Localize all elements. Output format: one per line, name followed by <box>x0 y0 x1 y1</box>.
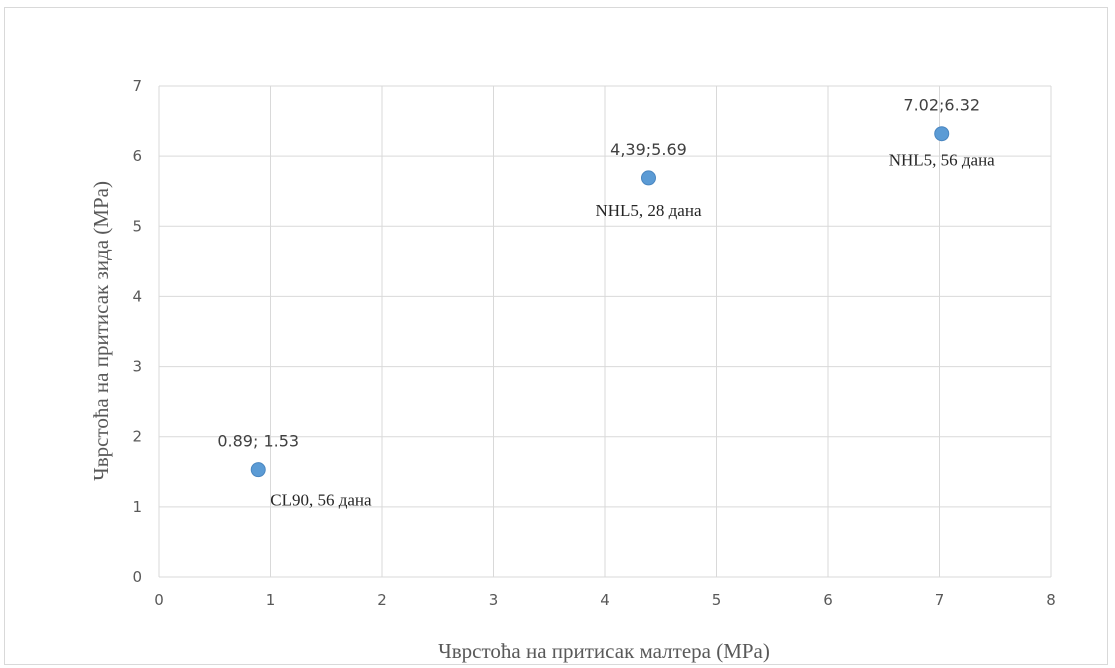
x-tick-label: 5 <box>712 591 722 609</box>
data-label: 0.89; 1.53 <box>217 432 299 451</box>
data-point <box>250 462 266 478</box>
point-annotation: NHL5, 56 дана <box>889 151 995 170</box>
x-tick-label: 2 <box>377 591 387 609</box>
x-tick-label: 4 <box>600 591 610 609</box>
x-tick-labels: 0 1 2 3 4 5 6 7 8 <box>154 591 1056 609</box>
y-tick-label: 7 <box>132 77 142 95</box>
data-point <box>640 170 656 186</box>
x-tick-label: 6 <box>823 591 833 609</box>
x-tick-label: 8 <box>1046 591 1056 609</box>
chart-frame <box>4 7 1108 665</box>
y-axis-title: Чврстоћа на притисак зида (MPa) <box>89 181 113 481</box>
x-axis-title: Чврстоћа на притисак малтера (MPa) <box>438 639 770 663</box>
x-tick-label: 1 <box>266 591 276 609</box>
y-tick-label: 6 <box>132 147 142 165</box>
x-tick-label: 3 <box>489 591 499 609</box>
y-tick-label: 2 <box>132 428 142 446</box>
data-points: 0.89; 1.53 CL90, 56 дана 4,39;5.69 NHL5, 28… <box>217 96 995 510</box>
data-point <box>934 126 950 142</box>
point-annotation: NHL5, 28 дана <box>595 201 701 220</box>
y-tick-label: 5 <box>132 217 142 235</box>
x-tick-label: 7 <box>935 591 945 609</box>
y-tick-label: 4 <box>132 287 142 305</box>
data-label: 4,39;5.69 <box>610 140 687 159</box>
y-tick-label: 0 <box>132 568 142 586</box>
grid-lines <box>158 85 1052 578</box>
y-tick-label: 3 <box>132 358 142 376</box>
point-annotation: CL90, 56 дана <box>270 491 372 510</box>
data-label: 7.02;6.32 <box>903 96 980 115</box>
y-tick-label: 1 <box>132 498 142 516</box>
y-tick-labels: 0 1 2 3 4 5 6 7 <box>132 77 142 586</box>
x-tick-label: 0 <box>154 591 164 609</box>
